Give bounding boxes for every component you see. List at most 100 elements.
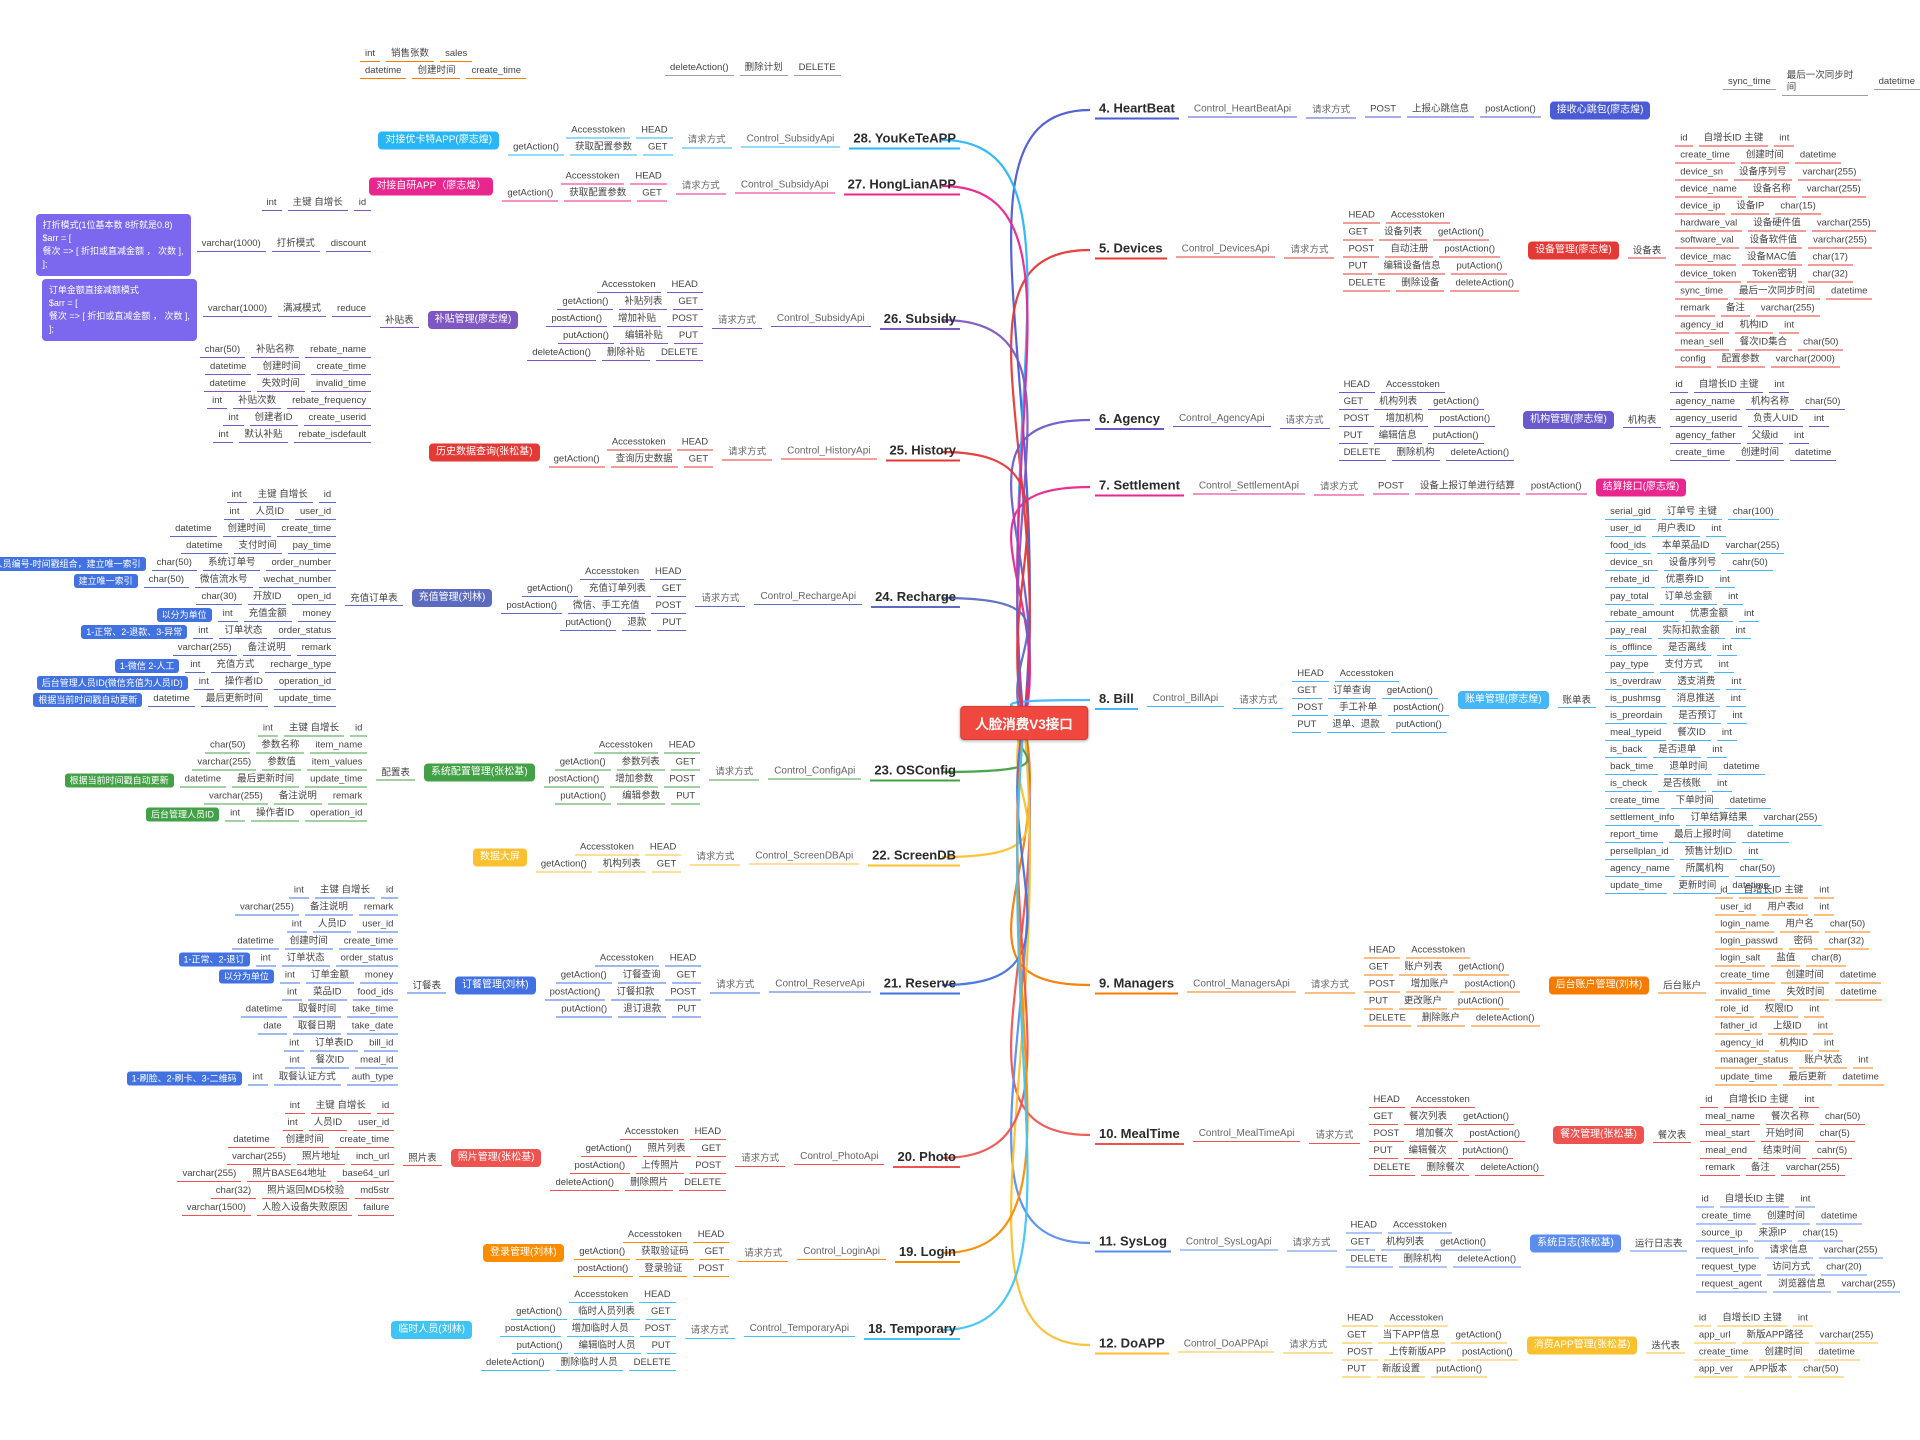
- field-annotation[interactable]: 订单金额直接减额模式 $arr = [ 餐次 => [ 折扣或直减金额 ， 次数…: [41, 279, 197, 341]
- method-action[interactable]: getAction(): [1433, 226, 1489, 240]
- http-method[interactable]: POST: [1338, 413, 1375, 427]
- method-action[interactable]: deleteAction(): [1470, 1012, 1540, 1026]
- module-label[interactable]: 餐次管理(张松基): [1553, 1126, 1644, 1144]
- field-label[interactable]: APP版本: [1744, 1364, 1793, 1378]
- field-label[interactable]: 系统订单号: [202, 557, 261, 571]
- field-name[interactable]: create_time: [1605, 795, 1665, 809]
- field-label[interactable]: 主键 自增长: [314, 885, 376, 899]
- module-label[interactable]: 临时人员(刘林): [391, 1321, 472, 1339]
- field-type[interactable]: int: [1743, 846, 1764, 860]
- field-name[interactable]: source_ip: [1696, 1228, 1748, 1242]
- field-label[interactable]: 订单总金额: [1659, 591, 1718, 605]
- field-name[interactable]: is_pushmsg: [1605, 693, 1666, 707]
- field-label[interactable]: 订单号 主键: [1661, 506, 1722, 520]
- field-label[interactable]: 设备IP: [1731, 201, 1770, 215]
- method-desc[interactable]: Accesstoken: [606, 437, 671, 451]
- field-label[interactable]: 更新时间: [1673, 880, 1722, 894]
- fragment-cell[interactable]: 创建时间: [412, 65, 461, 79]
- http-method[interactable]: HEAD: [644, 842, 682, 856]
- field-name[interactable]: settlement_info: [1605, 812, 1680, 826]
- field-label[interactable]: 主键 自增长: [252, 489, 313, 503]
- field-type[interactable]: wechat_number: [258, 574, 337, 588]
- field-label[interactable]: 创建时间: [280, 1134, 329, 1148]
- field-label[interactable]: 取餐日期: [292, 1021, 341, 1035]
- field-name[interactable]: id: [1693, 1313, 1712, 1327]
- field-name[interactable]: meal_end: [1700, 1145, 1753, 1159]
- field-name[interactable]: id: [1675, 133, 1693, 147]
- field-name[interactable]: create_time: [1696, 1211, 1756, 1225]
- field-type[interactable]: datetime: [1790, 447, 1837, 461]
- request-method-label[interactable]: 请求方式: [1304, 977, 1355, 994]
- field-type[interactable]: int: [1812, 1021, 1833, 1035]
- field-name[interactable]: serial_gid: [1605, 506, 1656, 520]
- method-desc[interactable]: Accesstoken: [1406, 944, 1471, 958]
- http-method[interactable]: POST: [1363, 978, 1400, 992]
- http-method[interactable]: DELETE: [679, 1177, 727, 1191]
- field-name[interactable]: app_url: [1693, 1330, 1736, 1344]
- field-name[interactable]: int: [279, 970, 300, 984]
- method-action[interactable]: getAction(): [502, 188, 559, 202]
- field-type[interactable]: char(5): [1814, 1128, 1855, 1142]
- field-label[interactable]: 创建时间: [257, 361, 306, 375]
- request-method-label[interactable]: 请求方式: [722, 444, 773, 461]
- field-label[interactable]: 账户状态: [1799, 1055, 1848, 1069]
- method-desc[interactable]: 微信、手工充值: [568, 600, 645, 614]
- method-desc[interactable]: 照片列表: [642, 1143, 691, 1157]
- method-desc[interactable]: 登录验证: [639, 1263, 688, 1277]
- method-action[interactable]: getAction(): [548, 454, 605, 468]
- controller-name[interactable]: Control_LoginApi: [797, 1246, 886, 1260]
- field-name[interactable]: int: [226, 489, 247, 503]
- field-name[interactable]: software_val: [1675, 235, 1739, 249]
- field-annotation[interactable]: 后台管理人员ID(微信充值为人员ID): [36, 676, 188, 690]
- fragment-cell[interactable]: 删除计划: [739, 62, 788, 76]
- field-name[interactable]: device_ip: [1675, 201, 1726, 215]
- field-name[interactable]: char(30): [196, 591, 242, 605]
- field-type[interactable]: id: [350, 723, 368, 737]
- field-name[interactable]: is_check: [1605, 778, 1653, 792]
- field-type[interactable]: int: [1714, 574, 1735, 588]
- request-method-label[interactable]: 请求方式: [711, 312, 762, 329]
- branch-title[interactable]: 24. Recharge: [871, 589, 960, 608]
- field-type[interactable]: char(100): [1727, 506, 1779, 520]
- http-method[interactable]: POST: [650, 600, 687, 614]
- field-name[interactable]: datetime: [205, 361, 252, 375]
- field-label[interactable]: 请求信息: [1764, 1245, 1813, 1259]
- field-name[interactable]: varchar(255): [177, 1168, 242, 1182]
- request-method-label[interactable]: 请求方式: [1283, 1337, 1334, 1354]
- method-desc[interactable]: Accesstoken: [566, 125, 631, 139]
- field-type[interactable]: varchar(255): [1797, 167, 1862, 181]
- field-name[interactable]: create_time: [1715, 970, 1775, 984]
- field-label[interactable]: 父级id: [1746, 430, 1783, 444]
- field-type[interactable]: int: [1716, 727, 1737, 741]
- field-name[interactable]: char(32): [210, 1185, 257, 1199]
- field-annotation[interactable]: 以分为单位: [156, 608, 212, 622]
- method-action[interactable]: getAction(): [1428, 396, 1485, 410]
- field-type[interactable]: int: [1809, 413, 1830, 427]
- field-type[interactable]: int: [1779, 320, 1800, 334]
- method-action[interactable]: deleteAction(): [1445, 447, 1515, 461]
- field-label[interactable]: 设备名称: [1747, 184, 1796, 198]
- module-label[interactable]: 账单管理(廖志煌): [1457, 691, 1549, 709]
- field-name[interactable]: father_id: [1715, 1021, 1763, 1035]
- field-annotation[interactable]: 1-正常、2-退订: [178, 952, 250, 967]
- http-method[interactable]: GET: [673, 296, 703, 310]
- field-name[interactable]: int: [281, 987, 302, 1001]
- method-desc[interactable]: 删除机构: [1391, 447, 1440, 461]
- http-method[interactable]: HEAD: [1342, 1313, 1379, 1327]
- field-name[interactable]: int: [247, 1072, 268, 1086]
- controller-name[interactable]: Control_ScreenDBApi: [749, 850, 860, 864]
- field-type[interactable]: varchar(255): [1720, 540, 1785, 554]
- field-type[interactable]: int: [1792, 1313, 1813, 1327]
- method-desc[interactable]: Accesstoken: [1334, 668, 1399, 682]
- field-label[interactable]: 主键 自增长: [283, 723, 345, 737]
- field-label[interactable]: 配置参数: [1716, 354, 1765, 368]
- field-type[interactable]: datetime: [1813, 1347, 1860, 1361]
- field-type[interactable]: varchar(255): [1814, 1330, 1879, 1344]
- field-type[interactable]: id: [381, 885, 399, 899]
- branch-title[interactable]: 12. DoAPP: [1095, 1336, 1169, 1355]
- method-action[interactable]: putAction(): [511, 1340, 568, 1354]
- field-annotation[interactable]: 建立唯一索引: [73, 574, 138, 588]
- field-label[interactable]: 人员ID: [312, 919, 352, 933]
- field-type[interactable]: order_number: [266, 557, 337, 571]
- branch-title[interactable]: 8. Bill: [1095, 691, 1138, 710]
